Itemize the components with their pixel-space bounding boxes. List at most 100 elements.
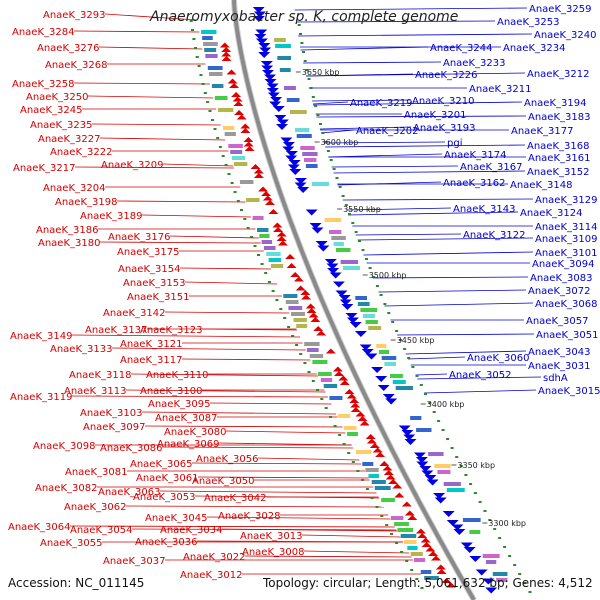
gene-label-right[interactable]: AnaeK_3161	[528, 153, 590, 164]
gene-label-left[interactable]: AnaeK_3121	[120, 339, 182, 350]
gene-label-right[interactable]: AnaeK_3244	[430, 43, 492, 54]
gene-label-right[interactable]: AnaeK_3174	[444, 150, 506, 161]
gene-label-left[interactable]: AnaeK_3062	[64, 502, 126, 513]
gene-label-left[interactable]: AnaeK_3133	[50, 344, 112, 355]
gene-label-right[interactable]: AnaeK_3194	[524, 98, 586, 109]
gene-label-left[interactable]: AnaeK_3036	[135, 537, 197, 548]
gene-label-left[interactable]: AnaeK_3063	[98, 487, 160, 498]
gene-label-left[interactable]: AnaeK_3055	[40, 538, 102, 549]
gene-label-left[interactable]: AnaeK_3217	[13, 163, 75, 174]
gene-label-left[interactable]: AnaeK_3154	[118, 264, 180, 275]
gene-label-right[interactable]: AnaeK_3052	[449, 370, 511, 381]
gene-label-left[interactable]: AnaeK_3250	[26, 92, 88, 103]
gene-label-left[interactable]: AnaeK_3081	[65, 467, 127, 478]
gene-label-left[interactable]: AnaeK_3061	[136, 473, 198, 484]
gene-label-left[interactable]: AnaeK_3153	[123, 278, 185, 289]
gene-label-left[interactable]: AnaeK_3103	[80, 408, 142, 419]
gene-label-left[interactable]: AnaeK_3175	[117, 247, 179, 258]
gene-label-left[interactable]: AnaeK_3222	[50, 147, 112, 158]
gene-labels[interactable]: AnaeK_3293 AnaeK_3284 AnaeK_3276 AnaeK_3268…	[8, 4, 600, 581]
gene-label-left[interactable]: AnaeK_3245	[20, 105, 82, 116]
gene-label-left[interactable]: AnaeK_3151	[127, 292, 189, 303]
gene-label-right[interactable]: AnaeK_3211	[469, 84, 531, 95]
gene-label-left[interactable]: AnaeK_3050	[192, 476, 254, 487]
gene-label-left[interactable]: AnaeK_3037	[103, 556, 165, 567]
gene-label-right[interactable]: AnaeK_3094	[532, 259, 594, 270]
gene-label-left[interactable]: AnaeK_3276	[37, 43, 99, 54]
gene-label-right[interactable]: AnaeK_3240	[534, 30, 596, 41]
gene-label-left[interactable]: AnaeK_3284	[12, 27, 74, 38]
gene-label-right[interactable]: AnaeK_3233	[443, 58, 505, 69]
gene-label-right[interactable]: AnaeK_3226	[415, 70, 477, 81]
gene-label-left[interactable]: AnaeK_3008	[242, 547, 304, 558]
gene-label-left[interactable]: AnaeK_3013	[240, 531, 302, 542]
gene-label-left[interactable]: AnaeK_3098	[33, 441, 95, 452]
gene-label-right[interactable]: AnaeK_3114	[535, 222, 597, 233]
gene-label-right[interactable]: AnaeK_3234	[503, 43, 565, 54]
gene-label-right[interactable]: AnaeK_3253	[497, 17, 559, 28]
gene-label-right[interactable]: AnaeK_3109	[535, 234, 597, 245]
gene-label-right[interactable]: AnaeK_3124	[520, 208, 582, 219]
gene-label-right[interactable]: AnaeK_3152	[527, 167, 589, 178]
gene-label-right[interactable]: AnaeK_3177	[511, 126, 573, 137]
gene-label-left[interactable]: AnaeK_3268	[45, 60, 107, 71]
gene-label-left[interactable]: AnaeK_3227	[38, 134, 100, 145]
gene-label-right[interactable]: sdhA	[543, 373, 568, 384]
gene-label-right[interactable]: AnaeK_3083	[530, 273, 592, 284]
gene-label-right[interactable]: AnaeK_3101	[535, 248, 597, 259]
gene-label-left[interactable]: AnaeK_3069	[157, 439, 219, 450]
gene-label-left[interactable]: AnaeK_3095	[148, 399, 210, 410]
gene-label-right[interactable]: AnaeK_3060	[467, 353, 529, 364]
gene-label-left[interactable]: AnaeK_3189	[80, 211, 142, 222]
gene-label-right[interactable]: AnaeK_3043	[528, 347, 590, 358]
gene-label-left[interactable]: AnaeK_3142	[103, 308, 165, 319]
gene-label-right[interactable]: AnaeK_3068	[535, 299, 597, 310]
gene-label-left[interactable]: AnaeK_3113	[64, 386, 126, 397]
gene-label-left[interactable]: AnaeK_3065	[130, 459, 192, 470]
gene-label-right[interactable]: AnaeK_3122	[463, 230, 525, 241]
gene-label-right[interactable]: AnaeK_3072	[528, 286, 590, 297]
gene-label-right[interactable]: AnaeK_3143	[453, 204, 515, 215]
gene-label-left[interactable]: AnaeK_3028	[218, 511, 280, 522]
gene-label-left[interactable]: AnaeK_3180	[38, 238, 100, 249]
gene-label-right[interactable]: AnaeK_3129	[535, 195, 597, 206]
gene-label-right[interactable]: AnaeK_3167	[460, 162, 522, 173]
gene-label-left[interactable]: AnaeK_3082	[35, 483, 97, 494]
gene-label-left[interactable]: AnaeK_3110	[146, 370, 208, 381]
gene-label-left[interactable]: AnaeK_3086	[100, 443, 162, 454]
gene-label-right[interactable]: AnaeK_3168	[527, 141, 589, 152]
gene-label-left[interactable]: AnaeK_3053	[133, 492, 195, 503]
gene-label-left[interactable]: AnaeK_3186	[36, 225, 98, 236]
gene-label-left[interactable]: AnaeK_3100	[140, 386, 202, 397]
gene-label-left[interactable]: AnaeK_3042	[204, 493, 266, 504]
gene-label-right[interactable]: AnaeK_3148	[510, 180, 572, 191]
gene-label-left[interactable]: AnaeK_3022	[183, 552, 245, 563]
gene-label-left[interactable]: AnaeK_3119	[10, 392, 72, 403]
gene-label-right[interactable]: AnaeK_3210	[412, 96, 474, 107]
gene-label-left[interactable]: AnaeK_3034	[160, 525, 222, 536]
gene-label-right[interactable]: AnaeK_3201	[404, 110, 466, 121]
gene-label-right[interactable]: AnaeK_3162	[443, 178, 505, 189]
gene-label-left[interactable]: AnaeK_3198	[55, 197, 117, 208]
gene-label-right[interactable]: AnaeK_3031	[528, 361, 590, 372]
gene-label-left[interactable]: AnaeK_3087	[155, 413, 217, 424]
gene-label-right[interactable]: pgi	[447, 138, 462, 149]
gene-label-right[interactable]: AnaeK_3259	[529, 4, 591, 15]
gene-label-left[interactable]: AnaeK_3054	[70, 525, 132, 536]
gene-label-left[interactable]: AnaeK_3117	[120, 355, 182, 366]
gene-label-left[interactable]: AnaeK_3137	[85, 325, 147, 336]
gene-label-right[interactable]: AnaeK_3015	[538, 386, 600, 397]
gene-label-left[interactable]: AnaeK_3149	[10, 331, 72, 342]
gene-label-left[interactable]: AnaeK_3235	[30, 120, 92, 131]
gene-label-left[interactable]: AnaeK_3045	[145, 513, 207, 524]
gene-label-left[interactable]: AnaeK_3064	[8, 522, 70, 533]
gene-label-left[interactable]: AnaeK_3293	[43, 10, 105, 21]
gene-label-right[interactable]: AnaeK_3183	[528, 112, 590, 123]
gene-label-right[interactable]: AnaeK_3212	[527, 69, 589, 80]
gene-label-right[interactable]: AnaeK_3202	[356, 126, 418, 137]
gene-label-left[interactable]: AnaeK_3080	[164, 427, 226, 438]
gene-label-left[interactable]: AnaeK_3056	[196, 454, 258, 465]
gene-label-left[interactable]: AnaeK_3204	[43, 183, 105, 194]
gene-label-left[interactable]: AnaeK_3258	[12, 79, 74, 90]
gene-label-left[interactable]: AnaeK_3097	[83, 422, 145, 433]
